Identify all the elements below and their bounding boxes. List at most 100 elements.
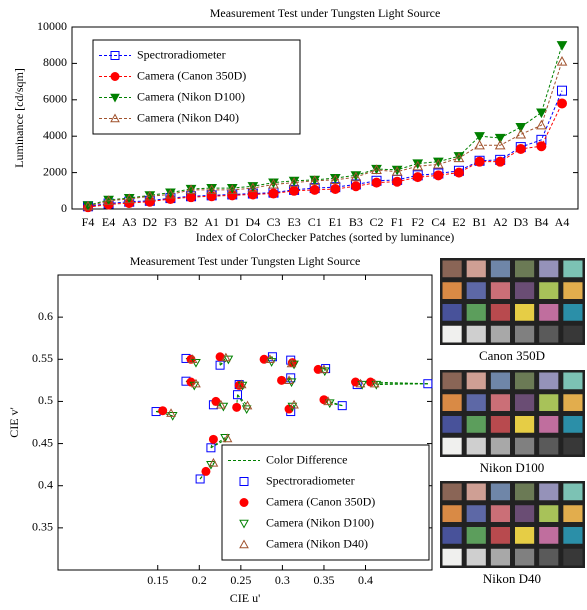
- marker-triangle: [355, 378, 366, 388]
- marker-triangle: [357, 380, 368, 390]
- x-tick-label: D3: [513, 215, 528, 229]
- color-patch: [442, 282, 462, 299]
- series-line: [87, 61, 563, 207]
- y-tick-label: 0.6: [38, 309, 53, 323]
- color-patch: [490, 282, 510, 299]
- color-patch: [563, 483, 583, 501]
- legend-label: Camera (Nikon D40): [266, 536, 368, 550]
- marker-triangle: [221, 352, 231, 362]
- legend-label: Camera (Canon 350D): [266, 494, 375, 508]
- y-tick-label: 0: [61, 201, 67, 215]
- marker-circle: [433, 170, 444, 181]
- x-tick-label: C3: [266, 215, 280, 229]
- marker-triangle: [206, 460, 216, 470]
- x-tick-label: 0.15: [147, 573, 168, 587]
- marker-triangle: [123, 193, 135, 204]
- marker-triangle: [371, 164, 382, 174]
- series-line: [87, 103, 563, 208]
- marker-triangle: [110, 93, 120, 103]
- color-patch: [563, 416, 583, 433]
- marker-triangle: [453, 152, 465, 163]
- color-patch: [515, 260, 535, 278]
- marker-circle: [350, 181, 361, 192]
- marker-circle: [239, 498, 249, 507]
- color-patch: [539, 282, 559, 299]
- marker-circle: [201, 466, 211, 476]
- x-tick-label: F4: [82, 215, 95, 229]
- color-patch: [515, 372, 535, 390]
- marker-circle: [277, 375, 287, 385]
- marker-circle: [536, 141, 547, 152]
- color-patch: [442, 483, 462, 501]
- y-tick-label: 10000: [37, 19, 67, 33]
- color-patch: [515, 483, 535, 501]
- chart-title: Measurement Test under Tungsten Light So…: [130, 254, 361, 268]
- legend-label: Spectroradiometer: [266, 473, 355, 487]
- marker-triangle: [474, 139, 485, 150]
- x-tick-label: C1: [308, 215, 322, 229]
- marker-triangle: [110, 113, 120, 123]
- marker-triangle: [218, 402, 229, 412]
- color-patch: [442, 437, 462, 455]
- color-patch: [490, 394, 510, 411]
- marker-triangle: [247, 182, 259, 193]
- color-patch: [490, 527, 510, 544]
- x-tick-label: F3: [164, 215, 177, 229]
- color-patch: [442, 505, 462, 522]
- x-tick-label: D4: [246, 215, 261, 229]
- y-tick-label: 0.55: [32, 351, 53, 365]
- color-patch: [442, 548, 462, 566]
- x-tick-label: B1: [473, 215, 487, 229]
- marker-circle: [330, 183, 341, 194]
- color-patch: [539, 505, 559, 522]
- y-tick-label: 6000: [43, 92, 67, 106]
- y-tick-label: 0.45: [32, 435, 53, 449]
- plot-frame: [71, 26, 579, 210]
- marker-triangle: [239, 539, 249, 549]
- marker-triangle: [309, 175, 321, 185]
- marker-circle: [158, 406, 168, 416]
- plot-frame: [57, 274, 433, 571]
- color-patch: [515, 304, 535, 321]
- marker-triangle: [369, 378, 380, 388]
- x-tick-label: 0.4: [358, 573, 373, 587]
- photo-background: [440, 481, 585, 568]
- y-tick-label: 2000: [43, 164, 67, 178]
- color-patch: [490, 372, 510, 390]
- color-patch: [466, 548, 486, 566]
- marker-circle: [557, 98, 567, 109]
- marker-triangle: [191, 378, 201, 388]
- x-tick-label: C4: [431, 215, 445, 229]
- color-patch: [490, 416, 510, 433]
- color-patch: [442, 304, 462, 321]
- color-patch: [515, 505, 535, 522]
- marker-circle: [515, 143, 526, 154]
- marker-triangle: [371, 380, 382, 390]
- marker-triangle: [412, 159, 424, 170]
- x-tick-label: F2: [411, 215, 424, 229]
- color-patch: [539, 394, 559, 411]
- marker-triangle: [216, 399, 226, 409]
- color-patch: [490, 325, 510, 343]
- color-patch: [515, 282, 535, 299]
- color-patch: [515, 325, 535, 343]
- photo-background: [440, 258, 585, 345]
- color-patch: [466, 372, 486, 390]
- y-tick-label: 8000: [43, 55, 67, 69]
- x-axis-title: Index of ColorChecker Patches (sorted by…: [196, 230, 455, 244]
- marker-triangle: [329, 174, 341, 184]
- legend-label: Camera (Nikon D40): [137, 110, 239, 124]
- marker-circle: [289, 185, 300, 196]
- marker-triangle: [185, 184, 197, 194]
- marker-triangle: [187, 354, 198, 363]
- x-tick-label: D1: [225, 215, 240, 229]
- marker-triangle: [391, 166, 403, 176]
- color-patch: [466, 325, 486, 343]
- marker-circle: [211, 396, 221, 406]
- marker-triangle: [494, 139, 506, 150]
- color-patch: [515, 394, 535, 411]
- series-line: [87, 45, 563, 206]
- color-patch: [515, 416, 535, 433]
- marker-square: [337, 401, 347, 411]
